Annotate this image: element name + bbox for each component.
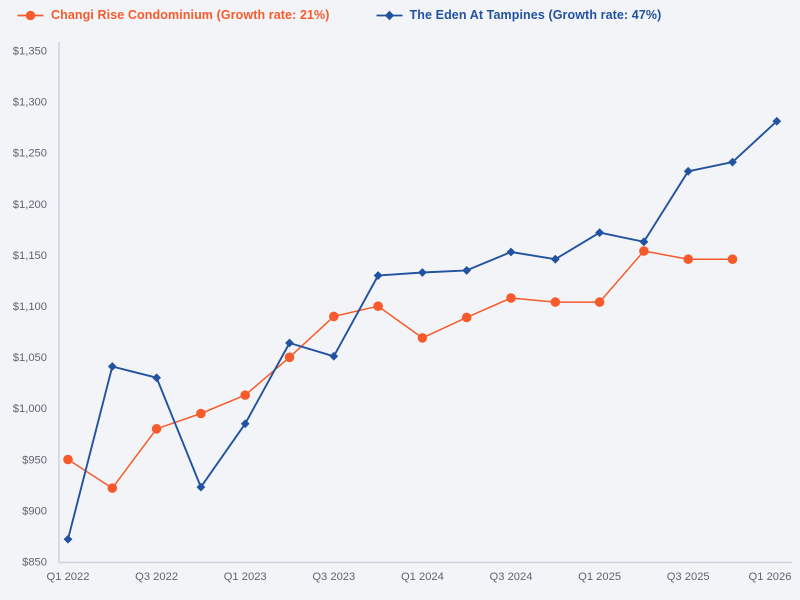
x-axis-tick-label: Q3 2025 <box>667 571 710 583</box>
data-point-changi-rise-q2-2024[interactable] <box>461 312 472 323</box>
y-axis-tick-label: $950 <box>22 454 47 466</box>
series-line-changi-rise <box>67 250 734 489</box>
y-axis-tick-label: $1,300 <box>13 97 47 109</box>
data-point-changi-rise-q1-2024[interactable] <box>417 333 428 343</box>
data-point-eden-tampines-q1-2024[interactable] <box>418 268 427 277</box>
legend-item-the-eden-at-tampines[interactable]: The Eden At Tampines (Growth rate: 47%) <box>376 8 662 22</box>
data-point-changi-rise-q3-2025[interactable] <box>683 254 693 264</box>
x-axis-tick-label: Q1 2026 <box>749 571 792 583</box>
data-point-eden-tampines-q1-2023[interactable] <box>240 419 250 429</box>
x-axis-tick-label: Q3 2023 <box>312 571 355 583</box>
y-axis-tick-label: $1,250 <box>13 148 47 160</box>
x-axis-tick-label: Q1 2025 <box>578 571 621 583</box>
data-point-changi-rise-q4-2024[interactable] <box>550 297 561 307</box>
y-axis-tick-label: $1,050 <box>13 352 47 364</box>
legend-label-changi-rise-condominium: Changi Rise Condominium (Growth rate: 21… <box>51 8 330 22</box>
y-axis-tick-label: $850 <box>22 557 47 569</box>
data-point-eden-tampines-q1-2022[interactable] <box>63 534 73 544</box>
x-axis-tick-label: Q3 2024 <box>490 571 533 583</box>
y-axis-tick-label: $1,100 <box>13 301 47 313</box>
data-point-eden-tampines-q4-2022[interactable] <box>196 482 206 492</box>
data-point-changi-rise-q3-2024[interactable] <box>506 293 516 303</box>
data-point-eden-tampines-q1-2026[interactable] <box>772 116 782 126</box>
y-axis-tick-label: $1,150 <box>13 250 47 262</box>
legend-label-the-eden-at-tampines: The Eden At Tampines (Growth rate: 47%) <box>409 8 662 22</box>
data-point-eden-tampines-q1-2025[interactable] <box>595 228 604 238</box>
legend: Changi Rise Condominium (Growth rate: 21… <box>17 8 661 22</box>
data-point-changi-rise-q2-2025[interactable] <box>639 246 649 256</box>
data-point-changi-rise-q4-2023[interactable] <box>373 301 383 312</box>
data-point-eden-tampines-q3-2022[interactable] <box>152 373 161 383</box>
data-point-changi-rise-q2-2023[interactable] <box>284 352 295 363</box>
data-point-changi-rise-q1-2023[interactable] <box>240 390 250 400</box>
data-point-changi-rise-q1-2025[interactable] <box>594 297 605 307</box>
data-point-eden-tampines-q2-2024[interactable] <box>462 266 472 275</box>
line-diamond-marker-icon <box>376 10 403 20</box>
data-point-eden-tampines-q3-2024[interactable] <box>506 247 516 257</box>
data-point-changi-rise-q1-2022[interactable] <box>63 454 73 465</box>
y-axis-tick-label: $1,350 <box>13 46 47 58</box>
data-point-eden-tampines-q2-2023[interactable] <box>285 338 294 348</box>
y-axis-tick-label: $1,000 <box>13 403 47 415</box>
data-point-changi-rise-q2-2022[interactable] <box>107 483 118 493</box>
series-line-eden-tampines <box>67 120 778 541</box>
x-axis-tick-label: Q1 2024 <box>401 571 444 583</box>
data-point-eden-tampines-q2-2022[interactable] <box>107 362 117 371</box>
data-point-eden-tampines-q4-2024[interactable] <box>550 254 560 264</box>
data-point-eden-tampines-q4-2023[interactable] <box>373 271 383 280</box>
data-point-eden-tampines-q2-2025[interactable] <box>639 237 649 247</box>
x-axis-tick-label: Q3 2022 <box>135 571 178 583</box>
x-axis-tick-label: Q1 2023 <box>224 571 267 583</box>
legend-item-changi-rise-condominium[interactable]: Changi Rise Condominium (Growth rate: 21… <box>17 8 330 22</box>
data-point-eden-tampines-q3-2025[interactable] <box>683 166 693 176</box>
data-point-changi-rise-q3-2022[interactable] <box>151 424 162 434</box>
data-point-eden-tampines-q3-2023[interactable] <box>329 351 339 361</box>
y-axis-tick-label: $900 <box>22 505 47 517</box>
data-point-changi-rise-q4-2022[interactable] <box>196 408 206 419</box>
data-point-eden-tampines-q4-2025[interactable] <box>728 157 737 167</box>
axis-lines <box>58 42 792 564</box>
data-point-changi-rise-q4-2025[interactable] <box>727 254 738 264</box>
y-axis-tick-label: $1,200 <box>13 199 47 211</box>
data-point-changi-rise-q3-2023[interactable] <box>329 311 339 322</box>
line-circle-marker-icon <box>17 10 44 20</box>
x-axis-tick-label: Q1 2022 <box>47 571 90 583</box>
